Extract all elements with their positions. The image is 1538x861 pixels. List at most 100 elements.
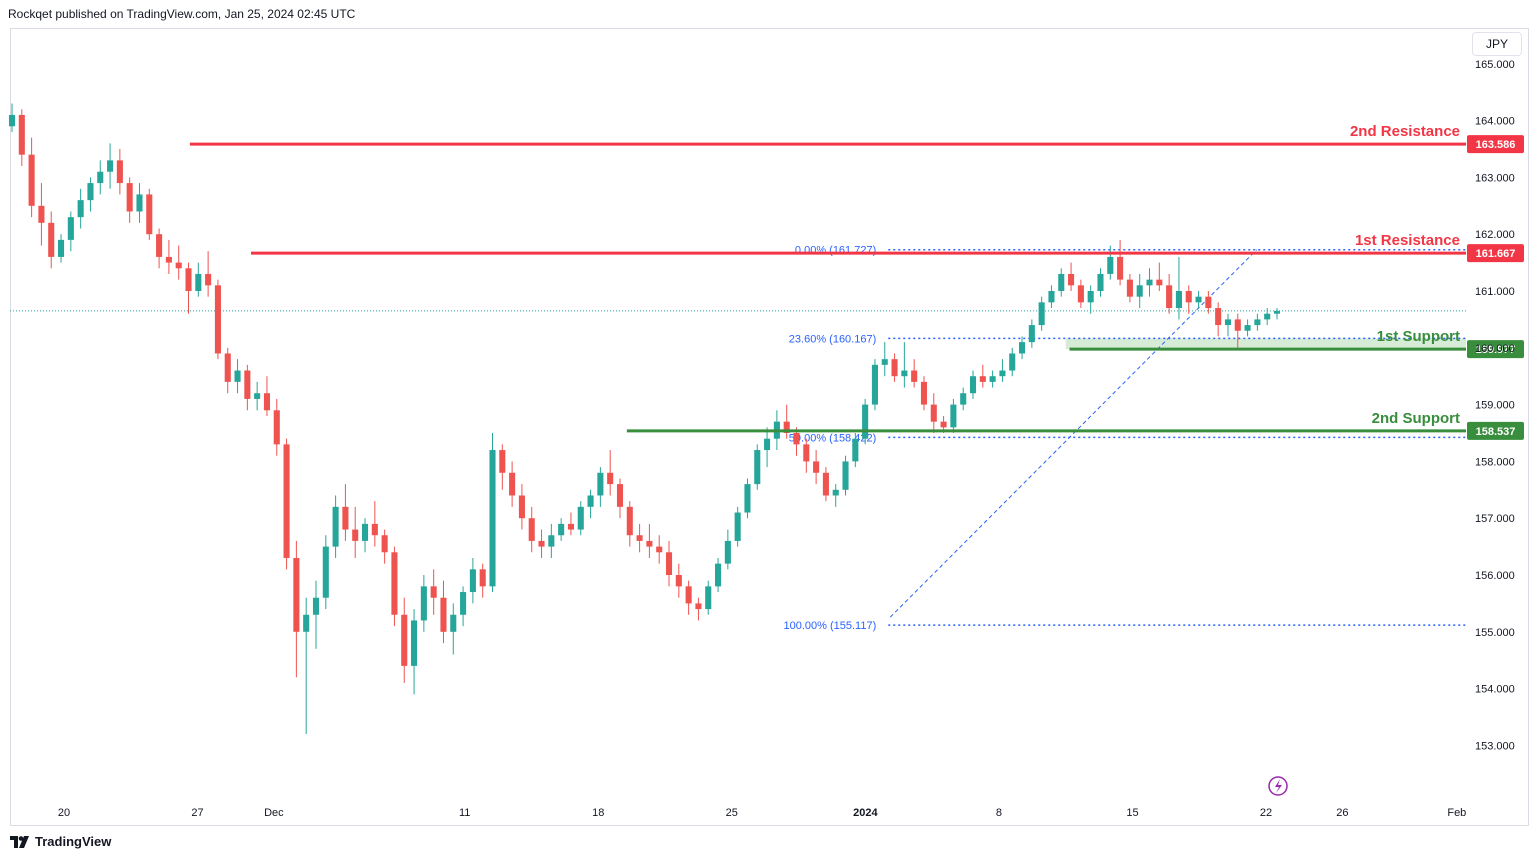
chart-frame [10, 28, 1529, 826]
candle-body [656, 546, 663, 553]
candle-body [881, 359, 888, 365]
candle-body [920, 381, 928, 405]
price-tick-label: 157.000 [1475, 513, 1515, 525]
candle-body [832, 489, 839, 496]
candle-body [18, 114, 25, 155]
candle-body [1234, 319, 1241, 331]
candle-body [636, 535, 643, 541]
candle-body [1058, 273, 1065, 291]
candle-body [303, 614, 310, 632]
level-price-tag-text: 158.537 [1476, 426, 1516, 438]
candle-body [205, 273, 212, 286]
candle-body [116, 160, 123, 184]
candle-body [1166, 285, 1173, 309]
candle-body [430, 586, 437, 598]
candle-body [195, 273, 202, 291]
price-tick-label: 155.000 [1475, 627, 1515, 639]
candle-body [322, 546, 329, 598]
candle-body [450, 614, 457, 632]
price-tick-label: 153.000 [1475, 740, 1515, 752]
candle-body [254, 393, 261, 399]
tradingview-footer[interactable]: TradingView [10, 834, 111, 849]
candle-body [685, 586, 692, 604]
candle-body [136, 194, 143, 212]
candle-body [57, 239, 65, 257]
candle-body [646, 540, 653, 547]
fibonacci-retracement: 0.00% (161.727)23.60% (160.167)50.00% (1… [783, 245, 1466, 632]
candle-body [361, 523, 369, 541]
candle-body [126, 183, 133, 212]
candle-body [1205, 296, 1212, 309]
fib-level-label: 100.00% (155.117) [783, 620, 876, 632]
candle-body [1126, 279, 1133, 297]
candle-body [1185, 291, 1192, 303]
tradingview-brand: TradingView [35, 834, 112, 849]
candle-body [175, 262, 182, 269]
candle-body [8, 114, 16, 127]
price-tick-label: 156.000 [1475, 570, 1515, 582]
level-price-tag [1467, 421, 1524, 440]
currency-button[interactable]: JPY [1472, 32, 1522, 56]
candle-body [715, 563, 722, 587]
candle-body [156, 234, 163, 257]
candle-body [263, 393, 271, 411]
candle-body [862, 404, 869, 439]
candle-body [665, 552, 673, 575]
candle-body [675, 575, 682, 587]
candle-body [607, 472, 614, 485]
date-tick-label: 18 [592, 807, 604, 819]
candle-body [1136, 285, 1143, 297]
date-tick-label: 15 [1126, 807, 1138, 819]
candle-body [1224, 319, 1232, 326]
candle-body [1215, 308, 1222, 326]
price-tick-label: 162.000 [1475, 229, 1515, 241]
candle-body [1038, 302, 1045, 326]
candle-body [1254, 319, 1261, 326]
candle-body [744, 484, 751, 513]
candle-body [97, 171, 104, 184]
support-zone-rect [1065, 338, 1466, 350]
price-tick-label: 164.000 [1475, 116, 1515, 128]
candle-body [705, 586, 712, 610]
candle-body [371, 523, 378, 536]
candle-body [1117, 256, 1124, 280]
fib-trend-line [889, 249, 1258, 618]
candle-body [822, 472, 829, 496]
candle-body [754, 450, 761, 485]
price-tick-label: 161.000 [1475, 286, 1515, 298]
candle-body [38, 205, 45, 223]
candle-body [734, 512, 741, 541]
date-tick-label: 20 [58, 807, 70, 819]
candle-body [460, 592, 467, 615]
candle-body [342, 506, 349, 530]
candle-body [28, 154, 35, 206]
candle-body [332, 506, 339, 547]
candle-body [224, 353, 231, 382]
replay-icon[interactable] [1268, 776, 1288, 796]
level-label: 1st Resistance [1355, 232, 1460, 249]
candle-body [1175, 291, 1182, 309]
candle-body [567, 523, 574, 530]
candle-body [842, 461, 849, 490]
candle-body [577, 506, 584, 530]
date-tick-label: 11 [459, 807, 470, 819]
price-tick-label: 158.000 [1475, 456, 1515, 468]
candle-body [244, 370, 251, 399]
candle-body [165, 256, 172, 263]
candle-body [1077, 285, 1084, 303]
date-tick-label: 27 [191, 807, 203, 819]
candle-body [999, 370, 1006, 377]
candle-body [312, 597, 320, 615]
candle-body [548, 535, 555, 547]
candle-body [1018, 342, 1026, 354]
candle-body [489, 450, 496, 587]
candle-body [1244, 325, 1251, 331]
candle-body [1009, 353, 1016, 371]
candle-body [558, 523, 565, 536]
candle-body [381, 535, 388, 553]
price-tick-label: 154.000 [1475, 684, 1515, 696]
candle-body [67, 217, 74, 240]
level-label: 1st Support [1377, 328, 1460, 345]
price-tick-label: 159.000 [1475, 400, 1515, 412]
